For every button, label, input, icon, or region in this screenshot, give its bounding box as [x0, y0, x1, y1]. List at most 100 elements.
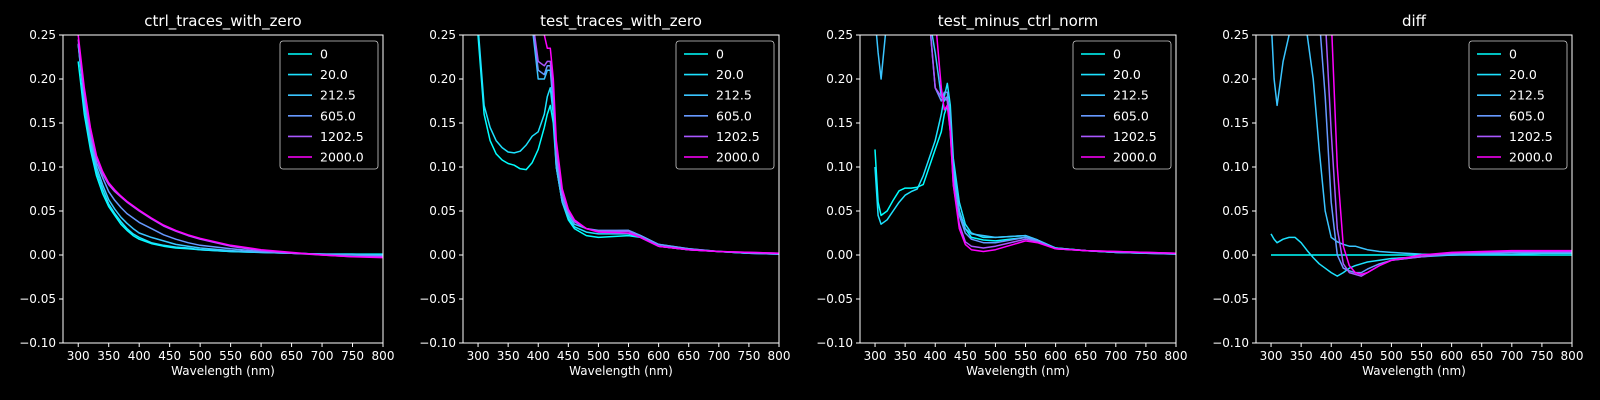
legend-entry: 212.5	[716, 88, 752, 103]
chart-panel-4: 300 350 400 450 500 550 600 650 700 750 800 −0.10 −0…	[1212, 12, 1583, 378]
series-line-2000.0	[1331, 35, 1572, 276]
x-tick-label: 500	[587, 349, 610, 363]
legend-entry: 1202.5	[1113, 129, 1157, 144]
chart-title: ctrl_traces_with_zero	[144, 12, 301, 31]
series-lines	[477, 35, 779, 255]
y-tick-label: −0.05	[1212, 292, 1249, 306]
legend: 0 20.0 212.5 605.0 1202.5 2000.0	[1468, 40, 1568, 170]
x-tick-label: 350	[97, 349, 120, 363]
legend-entry: 0	[320, 47, 328, 62]
x-tick-label: 550	[219, 349, 242, 363]
x-tick-label: 800	[372, 349, 395, 363]
x-tick-label: 750	[737, 349, 760, 363]
legend-entry: 0	[1113, 47, 1121, 62]
axes-frame	[859, 34, 1177, 344]
x-tick-label: 450	[1350, 349, 1373, 363]
legend: 0 20.0 212.5 605.0 1202.5 2000.0	[279, 40, 379, 170]
legend-entry: 605.0	[320, 108, 356, 123]
legend: 0 20.0 212.5 605.0 1202.5 2000.0	[1072, 40, 1172, 170]
legend-entry: 2000.0	[1113, 150, 1157, 165]
x-tick-label: 650	[280, 349, 303, 363]
x-tick-label: 350	[497, 349, 520, 363]
y-tick-label: 0.25	[826, 28, 853, 42]
x-tick-label: 550	[617, 349, 640, 363]
x-tick-label: 450	[954, 349, 977, 363]
axes-frame	[62, 34, 384, 344]
x-tick-label: 400	[128, 349, 151, 363]
y-tick-label: 0.15	[29, 116, 56, 130]
x-tick-label: 700	[311, 349, 334, 363]
x-tick-label: 350	[894, 349, 917, 363]
chart-panel-2: 300 350 400 450 500 550 600 650 700 750 800 −0.10 −0…	[419, 12, 790, 378]
chart-panel-1: 300 350 400 450 500 550 600 650 700 750 800 −0.10 −0…	[19, 12, 394, 378]
y-tick-label: −0.10	[1212, 336, 1249, 350]
series-lines	[874, 35, 1176, 255]
x-axis-label: Wavelength (nm)	[569, 364, 673, 378]
x-axis-label: Wavelength (nm)	[171, 364, 275, 378]
x-tick-label: 750	[1134, 349, 1157, 363]
y-tick-label: 0.05	[429, 204, 456, 218]
series-line-1202.5	[77, 39, 383, 258]
y-tick-label: 0.20	[826, 72, 853, 86]
x-tick-label: 700	[1500, 349, 1523, 363]
y-tick-label: 0.20	[1222, 72, 1249, 86]
x-tick-label: 550	[1014, 349, 1037, 363]
y-tick-label: 0.00	[826, 248, 853, 262]
x-tick-label: 600	[647, 349, 670, 363]
axes-frame	[1255, 34, 1573, 344]
y-tick-label: 0.05	[29, 204, 56, 218]
x-tick-label: 500	[984, 349, 1007, 363]
legend-entry: 212.5	[320, 88, 356, 103]
x-tick-label: 600	[1044, 349, 1067, 363]
y-tick-label: −0.05	[19, 292, 56, 306]
y-tick-label: 0.10	[1222, 160, 1249, 174]
x-tick-label: 350	[1290, 349, 1313, 363]
y-tick-label: −0.10	[419, 336, 456, 350]
y-tick-label: −0.10	[19, 336, 56, 350]
y-tick-label: 0.15	[1222, 116, 1249, 130]
y-tick-label: −0.05	[816, 292, 853, 306]
legend-entry: 1202.5	[320, 129, 364, 144]
x-tick-label: 550	[1410, 349, 1433, 363]
y-tick-label: 0.15	[429, 116, 456, 130]
y-tick-label: 0.10	[826, 160, 853, 174]
x-tick-label: 450	[158, 349, 181, 363]
y-tick-label: 0.20	[429, 72, 456, 86]
y-tick-label: 0.25	[429, 28, 456, 42]
legend-entry: 20.0	[320, 67, 348, 82]
legend-entry: 605.0	[1509, 108, 1545, 123]
series-line-2000.0	[935, 35, 1176, 254]
legend-entry: 1202.5	[1509, 129, 1553, 144]
x-tick-label: 700	[1104, 349, 1127, 363]
y-tick-label: −0.10	[816, 336, 853, 350]
chart-title: diff	[1402, 12, 1427, 30]
y-tick-label: 0.00	[429, 248, 456, 262]
x-tick-label: 300	[1260, 349, 1283, 363]
y-tick-label: 0.25	[1222, 28, 1249, 42]
y-tick-label: 0.00	[29, 248, 56, 262]
x-tick-label: 450	[557, 349, 580, 363]
x-tick-label: 500	[1380, 349, 1403, 363]
x-tick-label: 400	[1320, 349, 1343, 363]
x-tick-label: 650	[1074, 349, 1097, 363]
y-tick-label: 0.00	[1222, 248, 1249, 262]
x-tick-label: 500	[189, 349, 212, 363]
x-tick-label: 650	[1470, 349, 1493, 363]
x-tick-label: 700	[707, 349, 730, 363]
y-tick-label: 0.15	[826, 116, 853, 130]
chart-title: test_traces_with_zero	[540, 12, 702, 31]
y-tick-label: 0.05	[1222, 204, 1249, 218]
legend-entry: 212.5	[1509, 88, 1545, 103]
legend-entry: 2000.0	[1509, 150, 1553, 165]
legend-entry: 605.0	[1113, 108, 1149, 123]
legend-entry: 20.0	[716, 67, 744, 82]
x-tick-label: 300	[864, 349, 887, 363]
x-tick-label: 300	[67, 349, 90, 363]
legend-entry: 1202.5	[716, 129, 760, 144]
x-tick-label: 650	[677, 349, 700, 363]
legend: 0 20.0 212.5 605.0 1202.5 2000.0	[675, 40, 775, 170]
legend-entry: 20.0	[1113, 67, 1141, 82]
x-tick-label: 300	[467, 349, 490, 363]
y-tick-label: 0.05	[826, 204, 853, 218]
